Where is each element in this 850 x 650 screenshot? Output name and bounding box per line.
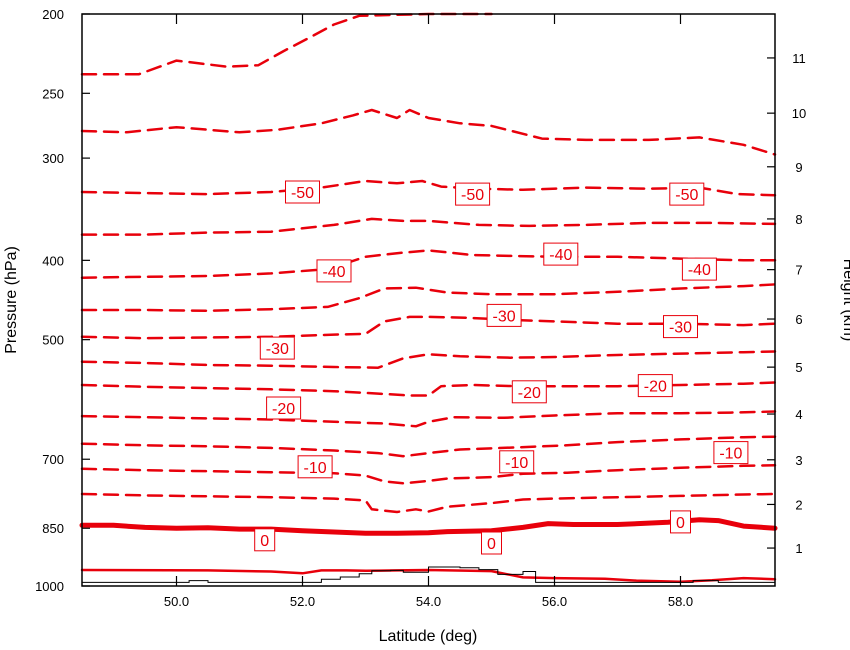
y-tick-label: 300 <box>42 151 64 166</box>
contour-line <box>80 249 777 279</box>
y2-tick-label: 9 <box>795 160 802 175</box>
y2-tick-label: 2 <box>795 497 802 512</box>
x-tick-label: 54.0 <box>416 594 441 609</box>
y-tick-label: 1000 <box>35 579 64 594</box>
y-tick-label: 850 <box>42 521 64 536</box>
svg-text:-30: -30 <box>266 341 289 358</box>
y2-tick-label: 3 <box>795 453 802 468</box>
contour-label: -30 <box>663 315 698 339</box>
y-axis-label: Pressure (hPa) <box>3 246 20 354</box>
contour-label: 0 <box>670 510 691 534</box>
svg-text:-10: -10 <box>304 460 327 477</box>
svg-text:0: 0 <box>260 533 269 550</box>
contour-label: -40 <box>316 259 352 283</box>
x-tick-label: 58.0 <box>668 594 693 609</box>
contour-line <box>80 568 777 583</box>
y2-tick-label: 6 <box>795 312 802 327</box>
contour-label: -40 <box>681 257 717 281</box>
contour-label: -20 <box>511 380 547 404</box>
y-tick-label: 250 <box>42 86 64 101</box>
svg-text:-20: -20 <box>644 379 667 396</box>
contour-line <box>80 12 493 76</box>
svg-text:-20: -20 <box>518 385 541 402</box>
contour-lines <box>79 12 778 583</box>
svg-text:-50: -50 <box>461 187 484 204</box>
svg-text:-30: -30 <box>669 320 692 337</box>
terrain-line <box>82 566 775 583</box>
y-tick-label: 700 <box>42 452 64 467</box>
contour-line <box>80 464 777 485</box>
y-tick-label: 400 <box>42 253 64 268</box>
svg-text:0: 0 <box>676 515 685 532</box>
contour-label: -20 <box>266 396 302 420</box>
svg-text:-10: -10 <box>719 446 742 463</box>
y-tick-label: 500 <box>42 333 64 348</box>
contour-label: -10 <box>297 455 333 479</box>
contour-labels: -50 -50 -50 -40 -40 -40 -30 -30 -30 -20 -20 -20 -10 -… <box>254 180 749 555</box>
contour-label: -30 <box>259 336 295 360</box>
y2-tick-label: 7 <box>795 263 802 278</box>
svg-text:-10: -10 <box>505 455 528 472</box>
contour-label: 0 <box>254 528 276 552</box>
x-tick-label: 56.0 <box>542 594 567 609</box>
contour-label: 0 <box>481 531 502 555</box>
contour-label: -10 <box>713 441 749 465</box>
plot-frame <box>81 13 776 587</box>
contour-line <box>80 492 777 514</box>
y2-tick-label: 8 <box>795 212 802 227</box>
x-tick-label: 50.0 <box>164 594 189 609</box>
y2-tick-label: 10 <box>792 106 806 121</box>
contour-line <box>80 381 777 397</box>
svg-text:-40: -40 <box>688 262 711 279</box>
y2-tick-label: 5 <box>795 360 802 375</box>
svg-text:-50: -50 <box>675 187 698 204</box>
axes: 50.0 52.0 54.0 56.0 58.020025030040050070085… <box>35 7 806 609</box>
svg-text:-50: -50 <box>291 185 314 202</box>
contour-label: -50 <box>285 180 320 204</box>
y2-tick-label: 11 <box>792 51 806 66</box>
svg-text:-20: -20 <box>272 401 295 418</box>
y-tick-label: 200 <box>42 7 64 22</box>
contour-line <box>80 410 777 428</box>
svg-text:-40: -40 <box>322 264 345 281</box>
x-tick-label: 52.0 <box>290 594 315 609</box>
contour-label: -10 <box>499 450 535 474</box>
x-axis-label: Latitude (deg) <box>379 628 478 645</box>
svg-text:0: 0 <box>487 536 496 553</box>
contour-line <box>80 435 777 458</box>
contour-label: -20 <box>637 374 673 398</box>
contour-label: -50 <box>669 182 705 206</box>
y2-tick-label: 1 <box>795 541 802 556</box>
contour-line <box>80 108 777 156</box>
contour-line <box>80 283 777 313</box>
y2-axis-label: Height (km) <box>840 259 850 342</box>
contour-label: -50 <box>455 182 491 206</box>
svg-text:-40: -40 <box>549 247 572 264</box>
contour-line <box>80 217 777 236</box>
contour-label: -30 <box>486 303 522 327</box>
y2-tick-label: 4 <box>795 407 802 422</box>
contour-line <box>80 350 777 369</box>
svg-text:-30: -30 <box>493 308 516 325</box>
contour-label: -40 <box>543 242 579 266</box>
contour-line <box>80 315 777 340</box>
terrain-profile <box>82 566 775 583</box>
